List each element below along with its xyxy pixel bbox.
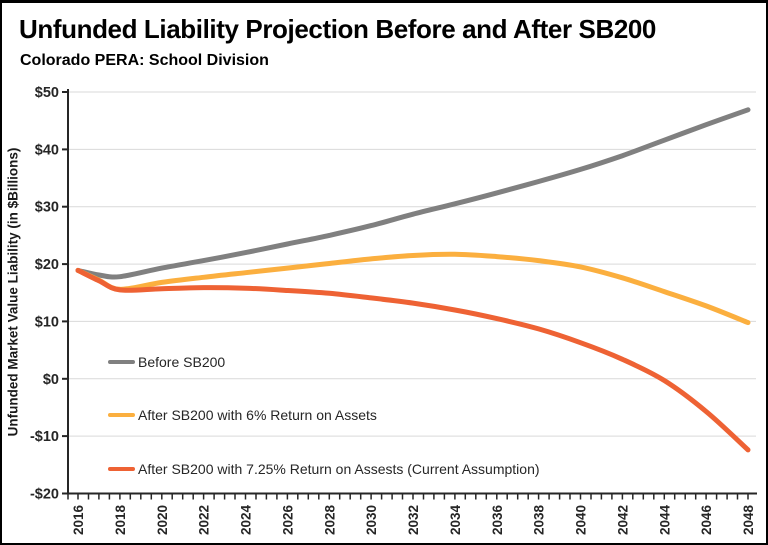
chart-subtitle: Colorado PERA: School Division (20, 52, 269, 69)
y-tick-label: $20 (35, 257, 59, 273)
legend-line-swatch-orange (108, 466, 135, 472)
legend-label: After SB200 with 7.25% Return on Assests… (138, 461, 540, 477)
y-tick-label: -$10 (30, 429, 59, 445)
x-tick-label: 2030 (364, 505, 379, 535)
x-tick-label: 2026 (280, 505, 295, 536)
series-line-before-sb200 (75, 107, 751, 280)
y-tick-label: $0 (43, 372, 59, 388)
x-tick-label: 2046 (699, 505, 714, 536)
x-tick-label: 2020 (155, 505, 170, 535)
legend-line-swatch-yellow (108, 412, 135, 418)
y-tick-label: -$20 (30, 487, 59, 503)
series-line-after-sb200-with-7-25-return-on-assests-current-assumption (75, 267, 751, 453)
y-tick-label: $30 (35, 200, 59, 216)
x-tick-label: 2040 (574, 505, 589, 535)
x-tick-label: 2018 (113, 505, 128, 536)
x-tick-label: 2036 (490, 505, 505, 536)
legend-label: Before SB200 (138, 354, 226, 370)
x-tick-label: 2044 (657, 505, 672, 536)
legend-line-swatch-gray (108, 359, 135, 365)
y-tick-label: $10 (35, 314, 59, 330)
chart-title: Unfunded Liability Projection Before and… (19, 14, 656, 44)
x-tick-label: 2032 (406, 505, 421, 535)
x-tick-label: 2016 (71, 505, 86, 536)
legend-item-after-sb200-725pct: After SB200 with 7.25% Return on Assests… (108, 460, 540, 478)
series-line-after-sb200-with-6-return-on-assets (75, 251, 751, 326)
x-tick-label: 2034 (448, 505, 463, 536)
x-tick-label: 2042 (615, 505, 630, 535)
x-tick-label: 2022 (197, 505, 212, 535)
x-tick-label: 2024 (239, 505, 254, 536)
y-tick-label: $50 (35, 85, 59, 101)
x-tick-label: 2048 (741, 505, 756, 536)
legend-label: After SB200 with 6% Return on Assets (138, 407, 377, 423)
legend-item-before-sb200: Before SB200 (108, 353, 225, 371)
x-tick-label: 2038 (532, 505, 547, 536)
y-tick-label: $40 (35, 142, 59, 158)
legend-item-after-sb200-6pct: After SB200 with 6% Return on Assets (108, 406, 377, 424)
x-tick-label: 2028 (322, 505, 337, 536)
